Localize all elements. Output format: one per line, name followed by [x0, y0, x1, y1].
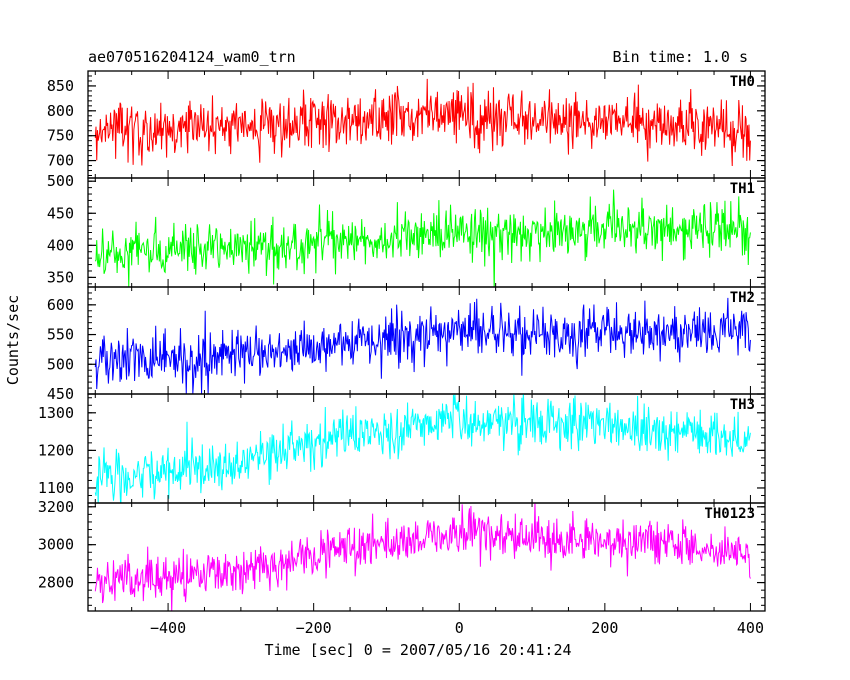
panel-th0: 700 750 800 850 TH0 — [47, 70, 766, 179]
y-tick-label: 500 — [47, 355, 74, 373]
panel-frame — [87, 393, 766, 504]
y-tick-label: 1100 — [38, 479, 74, 497]
panel-label-th0: TH0 — [730, 74, 755, 90]
y-tick-label: 700 — [47, 152, 74, 170]
series-line-th1 — [94, 189, 751, 287]
y-tick-label: 550 — [47, 326, 74, 344]
y-tick-label: 850 — [47, 77, 74, 95]
y-tick-label: 800 — [47, 102, 74, 120]
series-line-th3 — [94, 394, 751, 503]
x-tick-label: −400 — [150, 619, 186, 637]
y-tick-label: 400 — [47, 236, 74, 254]
panel-th1: 350 400 450 500 TH1 — [47, 172, 766, 288]
y-tick-label: 750 — [47, 127, 74, 145]
observation-id-title: ae070516204124_wam0_trn — [88, 48, 296, 66]
panel-th2: 450 500 550 600 TH2 — [47, 286, 766, 403]
y-tick-label: 500 — [47, 172, 74, 190]
y-tick-label: 2800 — [38, 574, 74, 592]
panels-group: 700 750 800 850 TH0 350 400 450 500 TH1 450 500 550 6… — [38, 70, 766, 612]
panel-label-th2: TH2 — [730, 290, 755, 306]
y-tick-label: 450 — [47, 385, 74, 403]
y-tick-label: 3200 — [38, 498, 74, 516]
series-line-th0123 — [94, 503, 751, 611]
x-tick-label: −200 — [296, 619, 332, 637]
x-tick-label: 200 — [591, 619, 618, 637]
panel-label-th3: TH3 — [730, 397, 755, 413]
panel-th0123: 2800 3000 3200 TH0123 — [38, 498, 766, 612]
y-tick-label: 600 — [47, 296, 74, 314]
panel-label-th0123: TH0123 — [704, 506, 755, 522]
x-tick-label: 0 — [455, 619, 464, 637]
y-tick-label: 450 — [47, 204, 74, 222]
panel-label-th1: TH1 — [730, 181, 755, 197]
panel-th3: 1100 1200 1300 TH3 — [38, 393, 766, 504]
y-tick-label: 3000 — [38, 536, 74, 554]
x-tick-label: 400 — [737, 619, 764, 637]
bin-time-label: Bin time: 1.0 s — [613, 48, 748, 66]
time-axis: −400 −200 0 200 400 — [150, 619, 764, 637]
y-tick-label: 350 — [47, 268, 74, 286]
y-tick-label: 1200 — [38, 441, 74, 459]
panel-frame — [87, 502, 766, 612]
x-axis-title: Time [sec] 0 = 2007/05/16 20:41:24 — [264, 641, 571, 659]
series-line-th0 — [94, 78, 751, 166]
y-tick-label: 1300 — [38, 404, 74, 422]
y-axis-title: Counts/sec — [4, 295, 22, 385]
series-line-th2 — [94, 297, 751, 394]
